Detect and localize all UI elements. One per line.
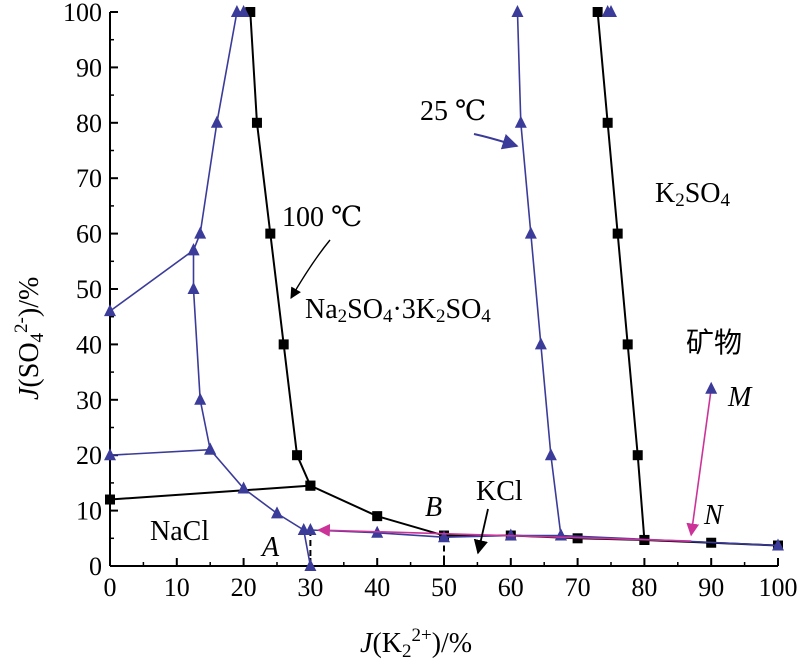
- data-point-square: [292, 450, 303, 461]
- series-line-4: [192, 250, 312, 567]
- data-point-square: [278, 339, 289, 350]
- label-25c: 25 ℃: [420, 96, 486, 127]
- data-point-triangle: [194, 392, 207, 405]
- x-tick-label: 60: [498, 573, 524, 602]
- data-point-square: [632, 450, 643, 461]
- y-tick-label: 30: [76, 386, 102, 415]
- data-point-triangle: [511, 5, 524, 17]
- point-label-a: A: [260, 532, 280, 563]
- process-line-na: [317, 523, 692, 542]
- label-100c: 100 ℃: [282, 202, 362, 233]
- annotations: NaCl KCl K2SO4 Na2SO4·3K2SO4 矿物 25 ℃ 100…: [150, 96, 753, 563]
- x-tick-label: 20: [231, 573, 257, 602]
- data-point-square: [592, 7, 603, 17]
- data-point-triangle: [514, 115, 527, 128]
- series-line-7: [516, 11, 562, 536]
- arrow-kcl: [473, 508, 489, 555]
- data-point-triangle: [271, 506, 283, 519]
- y-tick-label: 90: [76, 53, 102, 82]
- data-point-square: [245, 7, 256, 17]
- data-point-triangle: [104, 304, 116, 317]
- data-point-triangle: [772, 538, 784, 551]
- y-tick-label: 60: [76, 220, 102, 249]
- data-point-triangle: [187, 243, 200, 256]
- series-line-6: [310, 529, 779, 547]
- data-point-triangle: [524, 226, 537, 239]
- x-tick-label: 70: [565, 573, 591, 602]
- data-point-triangle: [304, 559, 317, 571]
- point-label-b: B: [425, 492, 442, 523]
- x-tick-label: 30: [297, 573, 323, 602]
- x-tick-label: 10: [164, 573, 190, 602]
- y-tick-label: 70: [76, 164, 102, 193]
- x-tick-label: 0: [104, 573, 117, 602]
- series-line-1: [249, 11, 779, 547]
- point-m-marker: [705, 381, 718, 394]
- point-label-m: M: [727, 382, 753, 413]
- data-point-square: [251, 117, 262, 128]
- label-mineral: 矿物: [686, 327, 742, 359]
- y-tick-label: 40: [76, 330, 102, 359]
- x-axis-label: J(K22+)/%: [360, 625, 472, 662]
- data-point-triangle: [504, 528, 517, 541]
- region-label-k2so4: K2SO4: [655, 178, 731, 211]
- data-point-square: [602, 117, 613, 128]
- x-tick-label: 40: [364, 573, 390, 602]
- process-line-mn: [686, 388, 712, 537]
- arrow-100c: [290, 239, 331, 299]
- region-label-kcl: KCl: [476, 476, 523, 507]
- data-point-triangle: [534, 337, 547, 350]
- region-label-nacl: NaCl: [150, 516, 209, 547]
- data-point-triangle: [605, 5, 617, 17]
- data-point-square: [305, 480, 316, 491]
- data-point-triangle: [204, 442, 217, 455]
- x-tick-label: 100: [759, 573, 798, 602]
- data-point-triangle: [187, 282, 200, 294]
- series-line-3: [109, 11, 244, 312]
- x-tick-label: 50: [431, 573, 457, 602]
- region-label-glaserite: Na2SO4·3K2SO4: [305, 294, 491, 327]
- y-tick-label: 100: [63, 0, 102, 27]
- data-point-triangle: [237, 5, 250, 17]
- data-point-square: [265, 228, 276, 239]
- y-tick-label: 50: [76, 275, 102, 304]
- series-line-2: [596, 11, 646, 541]
- data-point-triangle: [194, 226, 207, 239]
- axes: 0 10 20 30 40 50 60 70 80 90 100 0 10 20 30 40 50 60 70 80 9…: [63, 0, 798, 602]
- series-line-5: [109, 448, 211, 456]
- data-point-triangle: [554, 528, 567, 541]
- data-point-triangle: [210, 115, 223, 128]
- y-tick-label: 10: [76, 497, 102, 526]
- series-layer: [104, 5, 784, 571]
- series-line-0: [109, 484, 311, 501]
- x-tick-label: 80: [631, 573, 657, 602]
- data-point-square: [622, 339, 633, 350]
- y-tick-label: 20: [76, 441, 102, 470]
- y-axis-label: J(SO42-)/%: [11, 277, 48, 400]
- data-point-triangle: [544, 448, 557, 461]
- data-point-triangle: [104, 448, 116, 461]
- x-tick-label: 90: [698, 573, 724, 602]
- data-point-triangle: [304, 522, 317, 535]
- y-tick-label: 80: [76, 109, 102, 138]
- y-tick-label: 0: [89, 552, 102, 581]
- point-label-n: N: [703, 500, 724, 531]
- data-point-square: [105, 494, 115, 505]
- data-point-triangle: [438, 530, 450, 543]
- data-point-square: [372, 511, 383, 522]
- arrow-25c: [473, 133, 519, 150]
- data-point-triangle: [237, 481, 250, 494]
- data-point-square: [612, 228, 623, 239]
